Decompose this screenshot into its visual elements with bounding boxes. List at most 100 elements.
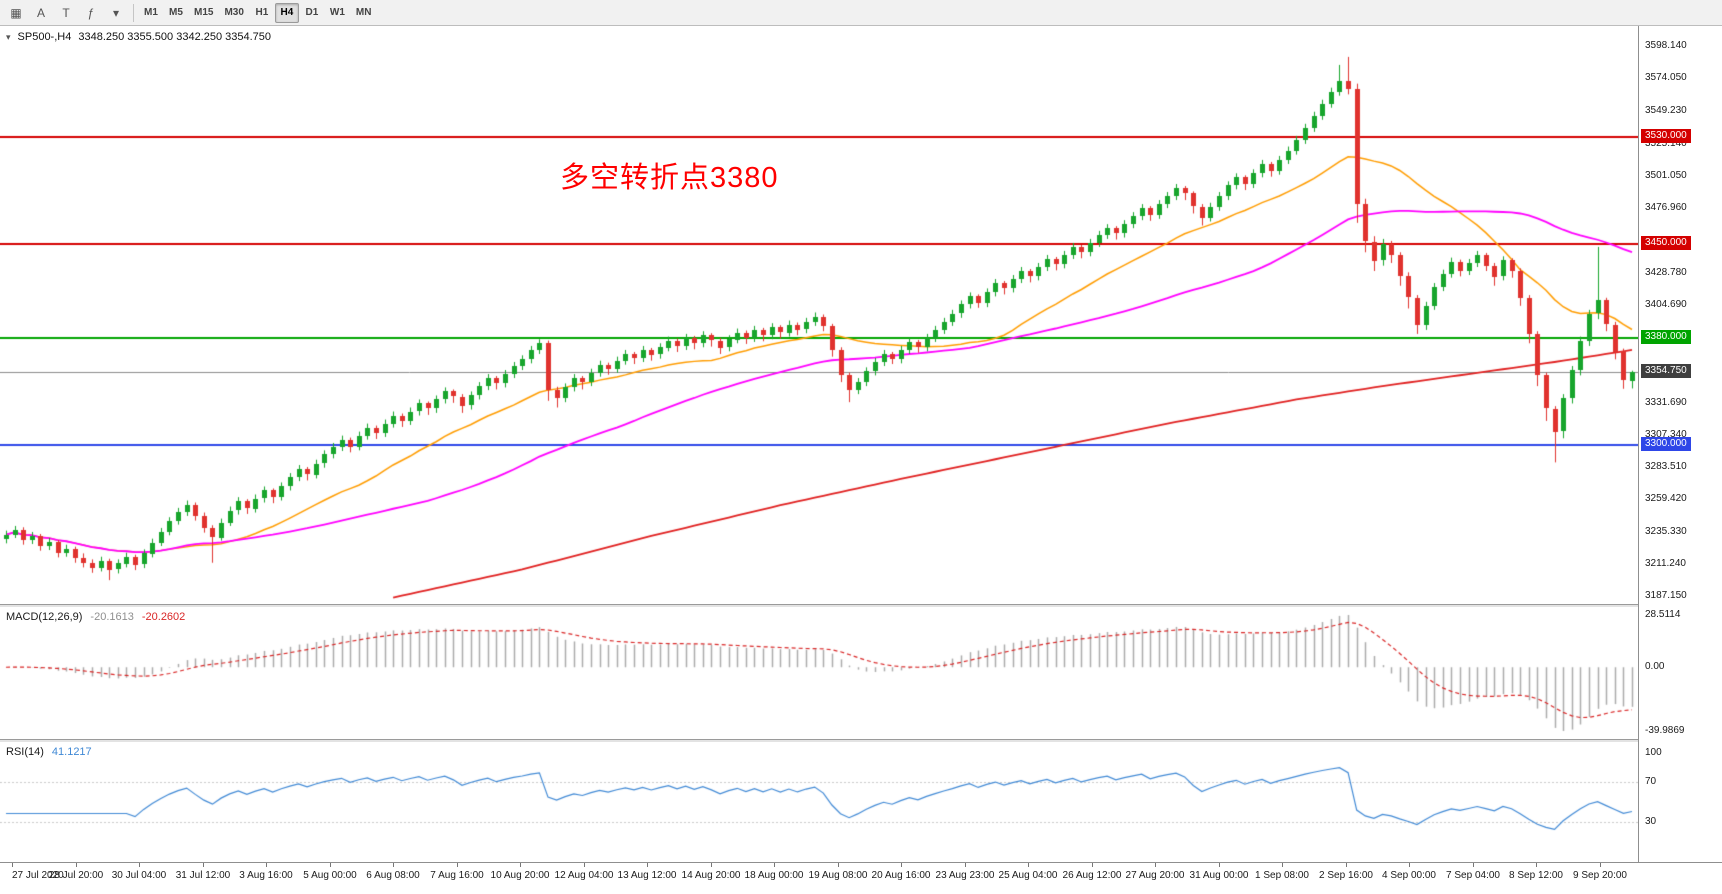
time-axis-tick xyxy=(1346,863,1347,867)
time-axis-label: 31 Jul 12:00 xyxy=(175,870,231,881)
time-axis[interactable]: 27 Jul 2020 28 Jul 20:00 30 Jul 04:00 31 Ju… xyxy=(0,862,1722,894)
time-axis-label: 18 Aug 00:00 xyxy=(744,870,804,881)
timeframe-button-h1[interactable]: H1 xyxy=(255,7,269,18)
time-axis-label: 31 Aug 00:00 xyxy=(1189,870,1249,881)
chart-grid-icon[interactable]: ▦ xyxy=(10,5,22,20)
price-axis-label: 3574.050 xyxy=(1645,72,1687,83)
time-axis-label: 27 Aug 20:00 xyxy=(1125,870,1185,881)
price-axis-label: 3235.330 xyxy=(1645,526,1687,537)
time-axis-tick xyxy=(711,863,712,867)
macd-title: MACD(12,26,9) -20.1613 -20.2602 xyxy=(6,611,185,623)
price-axis-label: 3331.690 xyxy=(1645,397,1687,408)
price-axis-label: 3501.050 xyxy=(1645,170,1687,181)
rsi-title: RSI(14) 41.1217 xyxy=(6,746,92,758)
time-axis-tick xyxy=(901,863,902,867)
timeframe-button-w1[interactable]: W1 xyxy=(329,7,345,18)
price-axis-label: 3549.230 xyxy=(1645,105,1687,116)
time-axis-tick xyxy=(774,863,775,867)
time-axis-tick xyxy=(203,863,204,867)
time-axis-label: 4 Sep 00:00 xyxy=(1382,870,1436,881)
price-axis-label: 3404.690 xyxy=(1645,299,1687,310)
time-axis-tick xyxy=(1600,863,1601,867)
time-axis-tick xyxy=(330,863,331,867)
price-axis-label: 3283.510 xyxy=(1645,461,1687,472)
macd-main-value: -20.1613 xyxy=(90,611,134,623)
rsi-label: RSI(14) xyxy=(6,746,44,758)
time-axis-tick xyxy=(266,863,267,867)
timeframe-button-d1[interactable]: D1 xyxy=(305,7,319,18)
time-axis-label: 9 Sep 20:00 xyxy=(1573,870,1627,881)
price-axis-label: 3525.140 xyxy=(1645,138,1687,149)
time-axis-tick xyxy=(1028,863,1029,867)
dropdown-caret-icon[interactable]: ▾ xyxy=(112,5,120,20)
timeframe-button-m5[interactable]: M5 xyxy=(169,7,183,18)
timeframe-button-h4[interactable]: H4 xyxy=(274,2,299,23)
time-axis-label: 30 Jul 04:00 xyxy=(111,870,167,881)
macd-axis-label: 0.00 xyxy=(1645,661,1665,672)
chart-collapse-icon[interactable]: ▾ xyxy=(6,31,11,42)
panel-splitter[interactable] xyxy=(0,739,1722,742)
time-axis-label: 12 Aug 04:00 xyxy=(554,870,614,881)
time-axis-tick xyxy=(1092,863,1093,867)
time-axis-label: 25 Aug 04:00 xyxy=(998,870,1058,881)
time-axis-label: 5 Aug 00:00 xyxy=(303,870,357,881)
rsi-axis-label: 30 xyxy=(1645,816,1657,827)
macd-canvas[interactable] xyxy=(0,607,1638,739)
time-axis-tick xyxy=(12,863,13,867)
time-axis-tick xyxy=(1409,863,1410,867)
price-level-badge: 3530.000 xyxy=(1641,129,1691,143)
toolbar-separator xyxy=(133,3,134,22)
timeframe-button-m1[interactable]: M1 xyxy=(144,7,158,18)
text-tool-icon[interactable]: T xyxy=(62,5,70,20)
rsi-value: 41.1217 xyxy=(51,746,92,758)
chart-symbol-timeframe: SP500-,H4 xyxy=(17,31,72,43)
time-axis-tick xyxy=(838,863,839,867)
price-axis-label: 3187.150 xyxy=(1645,590,1687,601)
time-axis-tick xyxy=(1219,863,1220,867)
price-axis-label: 3476.960 xyxy=(1645,202,1687,213)
cursor-tool-icon[interactable]: A xyxy=(36,5,45,20)
macd-label: MACD(12,26,9) xyxy=(6,611,83,623)
time-axis-label: 13 Aug 12:00 xyxy=(617,870,677,881)
price-axis-label: 3307.340 xyxy=(1645,429,1687,440)
time-axis-label: 3 Aug 16:00 xyxy=(239,870,293,881)
timeframe-button-m15[interactable]: M15 xyxy=(194,7,214,18)
price-axis-label: 3259.420 xyxy=(1645,493,1687,504)
time-axis-label: 1 Sep 08:00 xyxy=(1255,870,1309,881)
time-axis-label: 2 Sep 16:00 xyxy=(1319,870,1373,881)
time-axis-tick xyxy=(1155,863,1156,867)
timeframe-group: M1 M5 M15 M30 H1 H4 D1 W1 MN xyxy=(139,2,376,23)
macd-axis-label: 28.5114 xyxy=(1645,609,1681,620)
time-axis-tick xyxy=(76,863,77,867)
price-axis-label: 3428.780 xyxy=(1645,267,1687,278)
time-axis-tick xyxy=(139,863,140,867)
time-axis-label: 7 Sep 04:00 xyxy=(1446,870,1500,881)
panel-splitter[interactable] xyxy=(0,604,1722,607)
rsi-canvas[interactable] xyxy=(0,742,1638,862)
time-axis-tick xyxy=(393,863,394,867)
time-axis-label: 14 Aug 20:00 xyxy=(681,870,741,881)
time-axis-tick xyxy=(584,863,585,867)
time-axis-label: 6 Aug 08:00 xyxy=(366,870,420,881)
time-axis-label: 10 Aug 20:00 xyxy=(490,870,550,881)
time-axis-label: 20 Aug 16:00 xyxy=(871,870,931,881)
timeframe-button-mn[interactable]: MN xyxy=(355,7,372,18)
price-level-badge: 3450.000 xyxy=(1641,236,1691,250)
main-chart-canvas[interactable] xyxy=(0,26,1638,604)
price-axis-label: 3211.240 xyxy=(1645,558,1686,569)
timeframe-button-m30[interactable]: M30 xyxy=(224,7,244,18)
time-axis-tick xyxy=(1473,863,1474,867)
indicators-icon[interactable]: ƒ xyxy=(87,5,95,20)
time-axis-tick xyxy=(647,863,648,867)
time-axis-label: 26 Aug 12:00 xyxy=(1062,870,1122,881)
time-axis-tick xyxy=(965,863,966,867)
time-axis-tick xyxy=(520,863,521,867)
price-axis[interactable]: 3598.140 3574.050 3549.230 3525.140 3501.050… xyxy=(1638,26,1722,862)
macd-signal-value: -20.2602 xyxy=(141,611,186,623)
time-axis-label: 27 Jul 2020 xyxy=(12,870,64,881)
price-axis-label: 3598.140 xyxy=(1645,40,1687,51)
time-axis-tick xyxy=(1536,863,1537,867)
